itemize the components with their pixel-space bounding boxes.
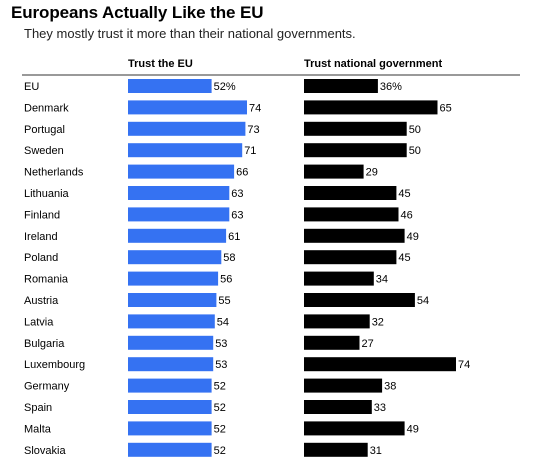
bar-trust-eu-sweden [128, 143, 243, 158]
value-label-trust-eu-spain: 52 [214, 402, 226, 414]
bar-trust-national-netherlands [304, 164, 364, 179]
value-label-trust-national-eu: 36% [380, 81, 402, 93]
value-label-trust-eu-malta: 52 [214, 423, 226, 435]
chart-subtitle: They mostly trust it more than their nat… [24, 26, 356, 41]
category-label-sweden: Sweden [24, 145, 64, 157]
value-label-trust-national-austria: 54 [417, 295, 429, 307]
bar-trust-eu-lithuania [128, 186, 230, 200]
category-label-latvia: Latvia [24, 316, 54, 328]
value-label-trust-eu-sweden: 71 [244, 145, 256, 157]
bar-trust-eu-slovakia [128, 442, 212, 457]
value-label-trust-national-latvia: 32 [372, 316, 384, 328]
value-label-trust-national-netherlands: 29 [366, 167, 378, 179]
chart-rows: EU 52% 36% Denmark 74 65 Portugal 73 50 Sweden 71 5… [24, 79, 470, 457]
bar-trust-national-spain [304, 400, 372, 414]
bar-trust-eu-eu [128, 79, 212, 93]
bar-trust-eu-romania [128, 271, 219, 286]
value-label-trust-eu-lithuania: 63 [231, 188, 243, 200]
bar-trust-national-romania [304, 271, 374, 286]
header-trust-eu: Trust the EU [128, 58, 193, 70]
bar-trust-national-denmark [304, 100, 438, 115]
bar-trust-national-lithuania [304, 186, 397, 200]
category-label-slovakia: Slovakia [24, 445, 66, 457]
bar-trust-eu-austria [128, 293, 217, 307]
bar-trust-national-luxembourg [304, 357, 456, 372]
bar-trust-eu-ireland [128, 228, 227, 243]
category-label-finland: Finland [24, 209, 60, 221]
value-label-trust-national-finland: 46 [401, 209, 413, 221]
value-label-trust-eu-denmark: 74 [249, 102, 261, 114]
value-label-trust-eu-ireland: 61 [228, 231, 240, 243]
value-label-trust-eu-austria: 55 [218, 295, 230, 307]
value-label-trust-national-luxembourg: 74 [458, 359, 470, 371]
category-label-ireland: Ireland [24, 231, 58, 243]
category-label-portugal: Portugal [24, 124, 65, 136]
bar-trust-eu-luxembourg [128, 357, 214, 372]
bar-trust-eu-portugal [128, 121, 246, 136]
value-label-trust-national-portugal: 50 [409, 124, 421, 136]
category-label-poland: Poland [24, 252, 58, 264]
header-trust-national: Trust national government [304, 58, 442, 70]
value-label-trust-national-romania: 34 [376, 274, 388, 286]
category-label-germany: Germany [24, 381, 70, 393]
bar-trust-eu-spain [128, 400, 212, 414]
bar-trust-eu-latvia [128, 314, 215, 329]
value-label-trust-national-germany: 38 [384, 381, 396, 393]
bar-trust-national-poland [304, 250, 397, 265]
bar-trust-national-germany [304, 378, 383, 393]
category-label-romania: Romania [24, 274, 69, 286]
category-label-austria: Austria [24, 295, 59, 307]
category-label-spain: Spain [24, 402, 52, 414]
value-label-trust-national-slovakia: 31 [370, 445, 382, 457]
value-label-trust-national-lithuania: 45 [398, 188, 410, 200]
value-label-trust-national-denmark: 65 [440, 102, 452, 114]
bar-trust-national-malta [304, 421, 405, 436]
category-label-eu: EU [24, 81, 39, 93]
bar-trust-eu-bulgaria [128, 335, 214, 350]
bar-trust-eu-poland [128, 250, 222, 265]
value-label-trust-eu-luxembourg: 53 [215, 359, 227, 371]
value-label-trust-eu-netherlands: 66 [236, 167, 248, 179]
value-label-trust-eu-slovakia: 52 [214, 445, 226, 457]
bar-trust-national-sweden [304, 143, 407, 158]
value-label-trust-eu-latvia: 54 [217, 316, 229, 328]
category-label-malta: Malta [24, 423, 52, 435]
bar-trust-eu-malta [128, 421, 212, 436]
category-label-denmark: Denmark [24, 102, 69, 114]
category-label-bulgaria: Bulgaria [24, 338, 65, 350]
bar-trust-national-latvia [304, 314, 370, 329]
category-label-netherlands: Netherlands [24, 167, 84, 179]
chart-title: Europeans Actually Like the EU [11, 3, 264, 22]
bar-trust-eu-netherlands [128, 164, 235, 179]
value-label-trust-national-sweden: 50 [409, 145, 421, 157]
value-label-trust-eu-bulgaria: 53 [215, 338, 227, 350]
value-label-trust-eu-poland: 58 [223, 252, 235, 264]
bar-trust-national-eu [304, 79, 378, 93]
bar-trust-national-bulgaria [304, 335, 360, 350]
bar-trust-eu-denmark [128, 100, 247, 115]
value-label-trust-eu-romania: 56 [220, 274, 232, 286]
value-label-trust-eu-portugal: 73 [247, 124, 259, 136]
bar-trust-national-slovakia [304, 442, 368, 457]
value-label-trust-national-ireland: 49 [407, 231, 419, 243]
bar-trust-eu-finland [128, 207, 230, 222]
bar-trust-national-ireland [304, 228, 405, 243]
value-label-trust-eu-eu: 52% [214, 81, 236, 93]
value-label-trust-eu-germany: 52 [214, 381, 226, 393]
value-label-trust-national-poland: 45 [398, 252, 410, 264]
value-label-trust-national-spain: 33 [374, 402, 386, 414]
category-label-luxembourg: Luxembourg [24, 359, 85, 371]
value-label-trust-national-bulgaria: 27 [362, 338, 374, 350]
bar-trust-national-austria [304, 293, 415, 307]
value-label-trust-national-malta: 49 [407, 423, 419, 435]
category-label-lithuania: Lithuania [24, 188, 70, 200]
value-label-trust-eu-finland: 63 [231, 209, 243, 221]
bar-trust-national-finland [304, 207, 399, 222]
bar-trust-national-portugal [304, 121, 407, 136]
bar-trust-eu-germany [128, 378, 212, 393]
